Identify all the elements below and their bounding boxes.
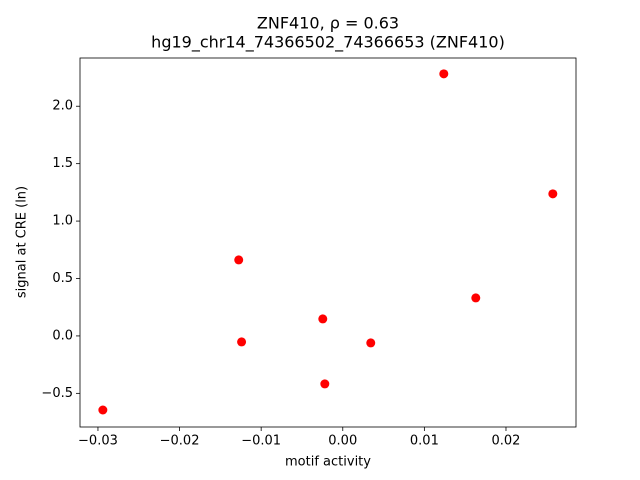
x-tick-label: −0.01 bbox=[241, 434, 281, 449]
x-tick-label: −0.02 bbox=[160, 434, 200, 449]
scatter-point bbox=[548, 189, 558, 199]
y-axis-label: signal at CRE (ln) bbox=[15, 186, 30, 298]
scatter-point bbox=[320, 379, 330, 389]
plot-frame bbox=[79, 57, 577, 428]
chart-subtitle: hg19_chr14_74366502_74366653 (ZNF410) bbox=[151, 33, 505, 53]
scatter-point bbox=[237, 337, 247, 347]
scatter-point bbox=[366, 338, 376, 348]
y-tick-label: 1.5 bbox=[52, 156, 73, 171]
chart-title: ZNF410, ρ = 0.63 bbox=[257, 14, 399, 33]
y-tick-label: 0.0 bbox=[52, 328, 73, 343]
scatter-point bbox=[439, 69, 449, 79]
x-tick-label: −0.03 bbox=[78, 434, 118, 449]
y-tick-label: 2.0 bbox=[52, 99, 73, 114]
y-tick-label: −0.5 bbox=[41, 386, 73, 401]
x-tick-label: 0.01 bbox=[410, 434, 439, 449]
x-tick-label: 0.02 bbox=[492, 434, 521, 449]
scatter-point bbox=[234, 255, 244, 265]
y-tick-label: 1.0 bbox=[52, 214, 73, 229]
scatter-point bbox=[318, 314, 328, 324]
x-tick-label: 0.00 bbox=[328, 434, 357, 449]
scatter-point bbox=[471, 293, 481, 303]
y-tick-label: 0.5 bbox=[52, 271, 73, 286]
scatter-point bbox=[98, 405, 108, 415]
x-axis-label: motif activity bbox=[285, 455, 371, 470]
